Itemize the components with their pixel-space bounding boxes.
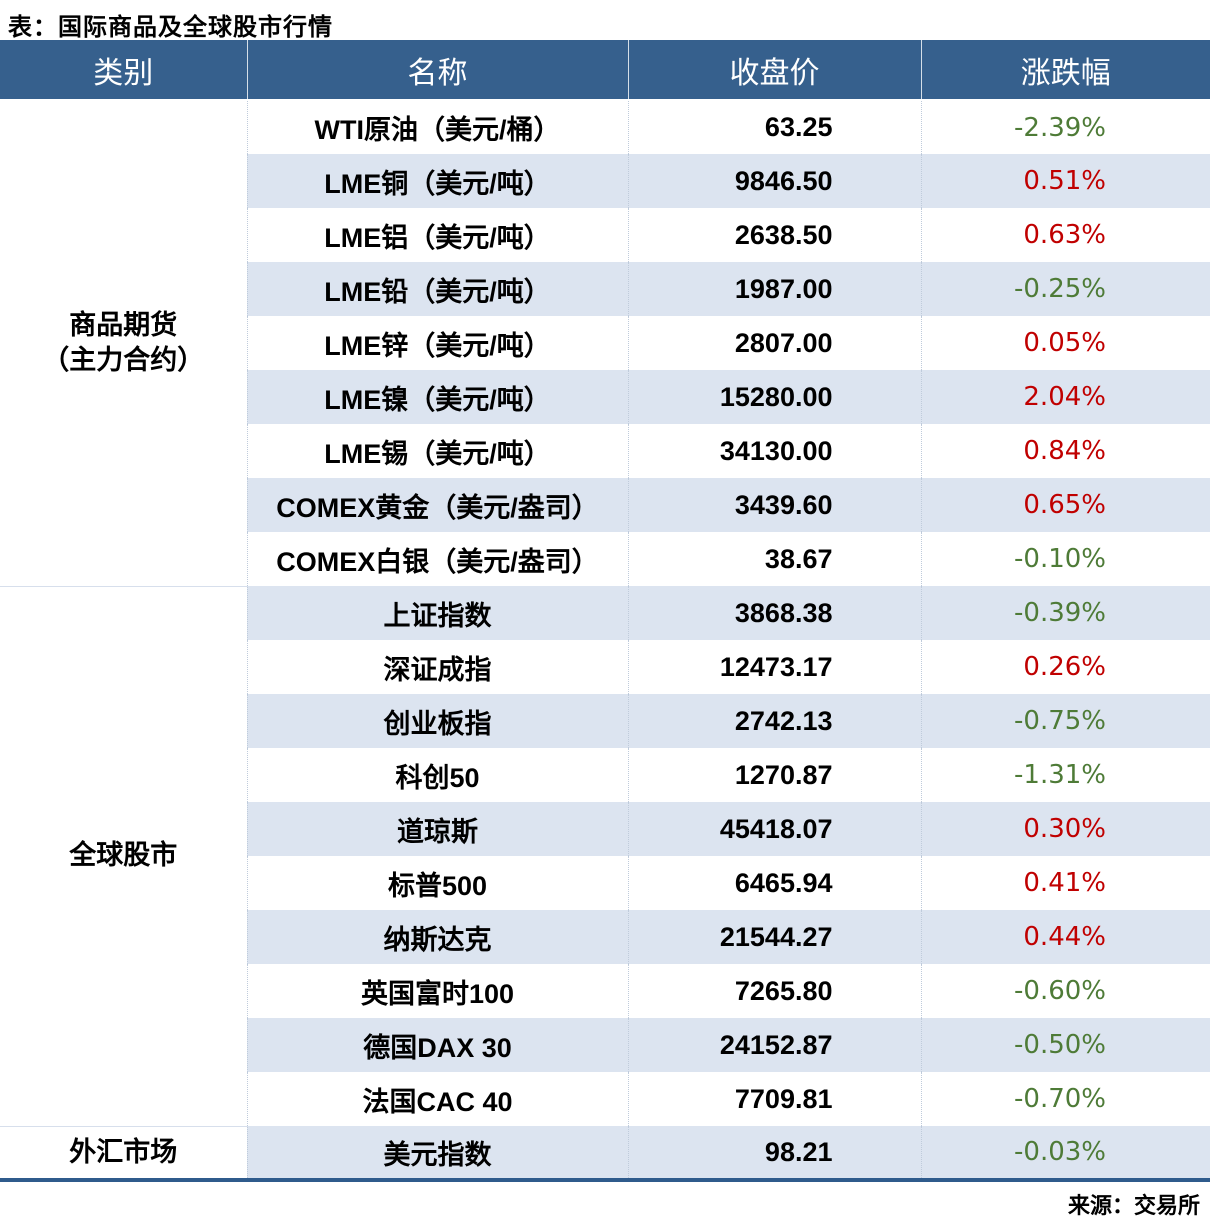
market-table: 类别 名称 收盘价 涨跌幅 商品期货 （主力合约） WTI原油（美元/桶） 63…	[0, 40, 1210, 1182]
change-cell: -0.70%	[921, 1072, 1210, 1126]
category-label-line1: 外汇市场	[69, 1136, 178, 1167]
change-cell: 0.63%	[921, 208, 1210, 262]
price-cell: 38.67	[628, 532, 922, 586]
col-header-category: 类别	[0, 40, 248, 101]
change-cell: 0.65%	[921, 478, 1210, 532]
table-row: 深证成指 12473.17 0.26%	[0, 640, 1210, 694]
table-row: 创业板指 2742.13 -0.75%	[0, 694, 1210, 748]
name-cell: 道琼斯	[247, 802, 629, 856]
price-cell: 63.25	[628, 100, 922, 154]
price-cell: 24152.87	[628, 1018, 922, 1072]
col-header-change: 涨跌幅	[921, 40, 1210, 101]
name-cell: 纳斯达克	[247, 910, 629, 964]
change-cell: 0.51%	[921, 154, 1210, 208]
name-cell: LME铜（美元/吨）	[247, 154, 629, 208]
table-row: 纳斯达克 21544.27 0.44%	[0, 910, 1210, 964]
table-row: LME锌（美元/吨） 2807.00 0.05%	[0, 316, 1210, 370]
page-title: 表：国际商品及全球股市行情	[8, 14, 333, 41]
name-cell: 标普500	[247, 856, 629, 910]
change-cell: -0.03%	[921, 1126, 1210, 1180]
change-cell: 0.30%	[921, 802, 1210, 856]
price-cell: 9846.50	[628, 154, 922, 208]
price-cell: 12473.17	[628, 640, 922, 694]
name-cell: COMEX黄金（美元/盎司）	[247, 478, 629, 532]
name-cell: LME锌（美元/吨）	[247, 316, 629, 370]
change-cell: -0.39%	[921, 586, 1210, 640]
name-cell: LME镍（美元/吨）	[247, 370, 629, 424]
price-cell: 7265.80	[628, 964, 922, 1018]
table-row: 道琼斯 45418.07 0.30%	[0, 802, 1210, 856]
table-row: 标普500 6465.94 0.41%	[0, 856, 1210, 910]
table-row: LME锡（美元/吨） 34130.00 0.84%	[0, 424, 1210, 478]
table-row: LME铜（美元/吨） 9846.50 0.51%	[0, 154, 1210, 208]
change-cell: 2.04%	[921, 370, 1210, 424]
price-cell: 3868.38	[628, 586, 922, 640]
source-note: 来源：交易所	[1067, 1193, 1200, 1218]
table-row: LME铝（美元/吨） 2638.50 0.63%	[0, 208, 1210, 262]
price-cell: 3439.60	[628, 478, 922, 532]
name-cell: WTI原油（美元/桶）	[247, 100, 629, 154]
table-row: LME铅（美元/吨） 1987.00 -0.25%	[0, 262, 1210, 316]
price-cell: 7709.81	[628, 1072, 922, 1126]
table-row: 商品期货 （主力合约） WTI原油（美元/桶） 63.25 -2.39%	[0, 100, 1210, 586]
price-cell: 34130.00	[628, 424, 922, 478]
change-cell: 0.05%	[921, 316, 1210, 370]
change-cell: 0.44%	[921, 910, 1210, 964]
table-row: 科创50 1270.87 -1.31%	[0, 748, 1210, 802]
name-cell: LME铝（美元/吨）	[247, 208, 629, 262]
name-cell: COMEX白银（美元/盎司）	[247, 532, 629, 586]
category-cell-global-stocks: 全球股市	[0, 585, 248, 1126]
table-row: COMEX黄金（美元/盎司） 3439.60 0.65%	[0, 478, 1210, 532]
name-cell: LME铅（美元/吨）	[247, 262, 629, 316]
change-cell: -0.75%	[921, 694, 1210, 748]
price-cell: 45418.07	[628, 802, 922, 856]
category-label-line2: （主力合约）	[42, 345, 205, 376]
category-label-line1: 全球股市	[69, 840, 178, 871]
price-cell: 21544.27	[628, 910, 922, 964]
change-cell: -2.39%	[921, 100, 1210, 154]
name-cell: 创业板指	[247, 694, 629, 748]
price-cell: 2742.13	[628, 694, 922, 748]
name-cell: 法国CAC 40	[247, 1072, 629, 1126]
name-cell: 美元指数	[247, 1126, 629, 1180]
price-cell: 15280.00	[628, 370, 922, 424]
price-cell: 6465.94	[628, 856, 922, 910]
table-row: 德国DAX 30 24152.87 -0.50%	[0, 1018, 1210, 1072]
table-row: 全球股市 上证指数 3868.38 -0.39%	[0, 585, 1210, 1126]
name-cell: 德国DAX 30	[247, 1018, 629, 1072]
name-cell: 上证指数	[247, 586, 629, 640]
category-cell-forex: 外汇市场	[0, 1125, 248, 1180]
col-header-name: 名称	[247, 40, 629, 101]
change-cell: -0.10%	[921, 532, 1210, 586]
change-cell: 0.84%	[921, 424, 1210, 478]
table-row: LME镍（美元/吨） 15280.00 2.04%	[0, 370, 1210, 424]
price-cell: 2638.50	[628, 208, 922, 262]
table-row: 英国富时100 7265.80 -0.60%	[0, 964, 1210, 1018]
name-cell: 科创50	[247, 748, 629, 802]
change-cell: 0.26%	[921, 640, 1210, 694]
price-cell: 98.21	[628, 1126, 922, 1180]
change-cell: -0.50%	[921, 1018, 1210, 1072]
name-cell: LME锡（美元/吨）	[247, 424, 629, 478]
table-header: 类别 名称 收盘价 涨跌幅	[0, 40, 1210, 101]
change-cell: 0.41%	[921, 856, 1210, 910]
category-cell-commodities: 商品期货 （主力合约）	[0, 100, 248, 586]
price-cell: 2807.00	[628, 316, 922, 370]
table-row: 法国CAC 40 7709.81 -0.70%	[0, 1072, 1210, 1126]
change-cell: -0.60%	[921, 964, 1210, 1018]
price-cell: 1987.00	[628, 262, 922, 316]
change-cell: -1.31%	[921, 748, 1210, 802]
table-row: 外汇市场 美元指数 98.21 -0.03%	[0, 1125, 1210, 1180]
price-cell: 1270.87	[628, 748, 922, 802]
name-cell: 英国富时100	[247, 964, 629, 1018]
col-header-close: 收盘价	[628, 40, 922, 101]
category-label-line1: 商品期货	[69, 310, 178, 341]
table-row: COMEX白银（美元/盎司） 38.67 -0.10%	[0, 532, 1210, 586]
name-cell: 深证成指	[247, 640, 629, 694]
change-cell: -0.25%	[921, 262, 1210, 316]
